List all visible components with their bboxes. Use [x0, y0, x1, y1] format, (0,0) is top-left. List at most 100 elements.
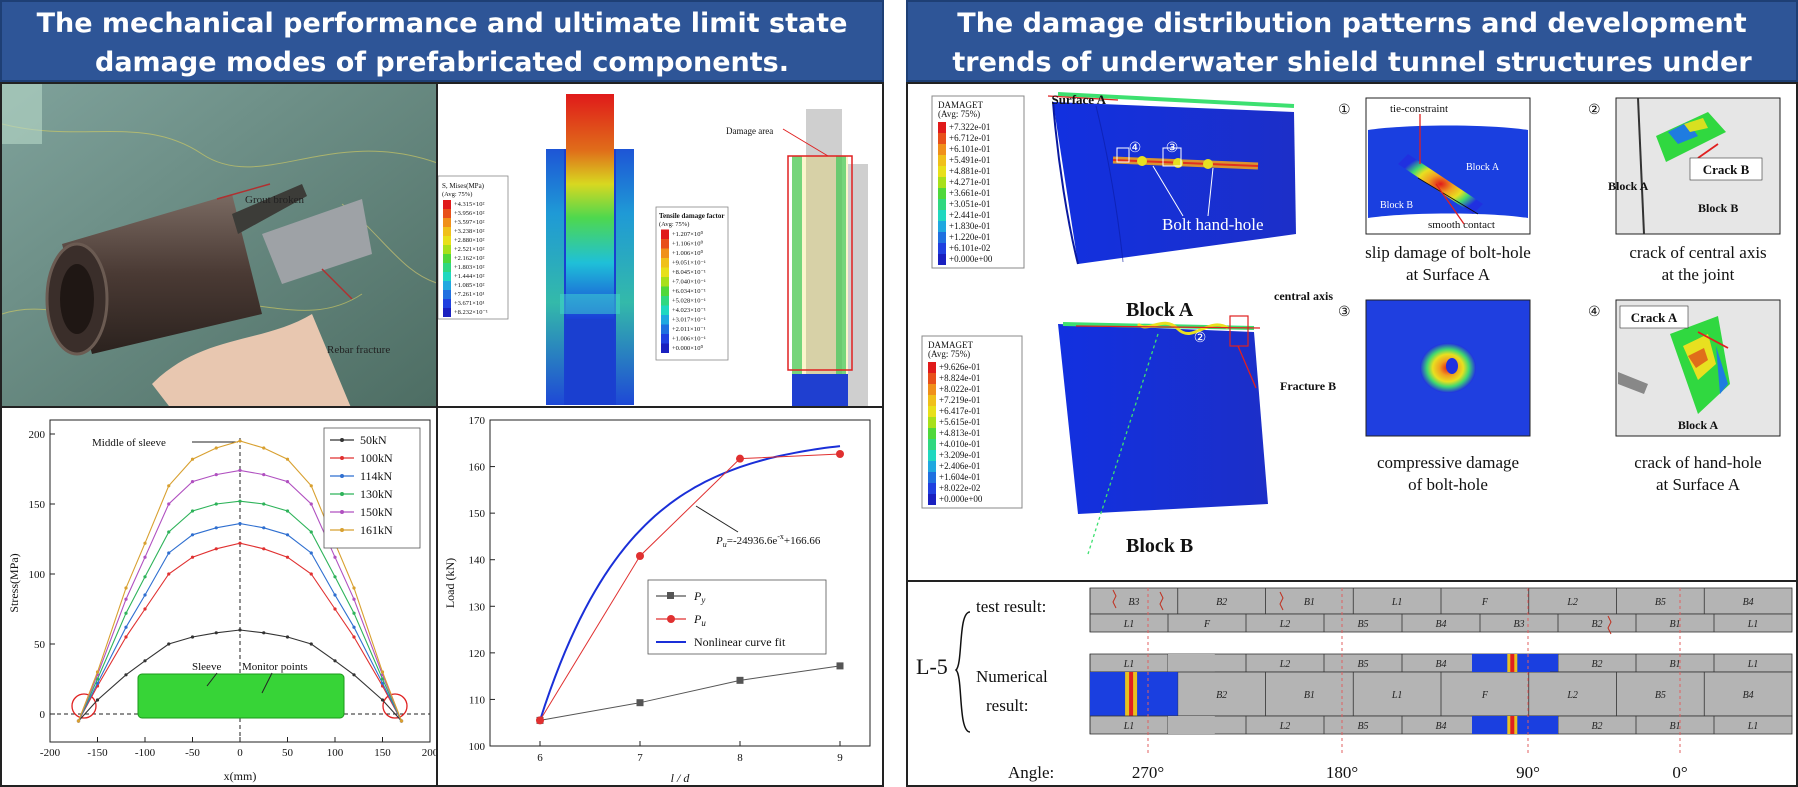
segment-label: B4	[1435, 659, 1446, 670]
load-series	[536, 445, 844, 725]
legend-swatch	[938, 243, 946, 254]
stress-point	[95, 698, 100, 702]
y-tick-label: 100	[29, 569, 46, 581]
segment-comparison-figure: L-5 test result: Numerical result: Angle…	[916, 587, 1793, 782]
y-tick-label: 0	[40, 709, 46, 721]
stress-point	[262, 526, 266, 530]
segment-label: F	[1203, 619, 1211, 630]
legend-swatch	[928, 362, 936, 373]
stress-point	[352, 611, 356, 615]
stress-point	[124, 611, 128, 615]
x-tick-label: 0	[237, 747, 243, 759]
legend-value: +8.824e-01	[939, 373, 980, 383]
segment-label: B1	[1669, 619, 1680, 630]
x-tick-label: 100	[327, 747, 344, 759]
segment-label: L1	[1123, 619, 1135, 630]
legend-value: +2.441e-01	[949, 210, 990, 220]
y-tick-label: 50	[34, 639, 46, 651]
crack-mark	[1159, 591, 1164, 611]
segment-label: L2	[1279, 619, 1291, 630]
stress-point	[309, 642, 313, 646]
stress-point	[214, 526, 218, 530]
stress-ylabel: Stress(MPa)	[7, 553, 21, 612]
detail3-number: ③	[1338, 305, 1351, 320]
stress-point	[124, 586, 128, 590]
detail1-caption-line1: slip damage of bolt-hole	[1365, 243, 1531, 262]
numerical-label-1: Numerical	[976, 667, 1048, 686]
legend-value: +1.106×10⁰	[672, 240, 703, 248]
stress-legend-frame	[323, 427, 421, 549]
y-tick-label: 110	[469, 694, 486, 706]
x-tick-label: -200	[40, 747, 61, 759]
legend-swatch	[938, 254, 946, 265]
legend-value: +7.261×10¹	[454, 291, 484, 298]
stress-point	[285, 555, 290, 559]
stress-legend-entry: 100kN	[360, 451, 393, 465]
stress-point	[333, 659, 337, 663]
circ2-on-block-b: ②	[1194, 331, 1207, 346]
segment-label: B2	[1216, 690, 1227, 701]
stress-point	[190, 635, 195, 639]
legend-swatch	[938, 232, 946, 243]
segment-label: L2	[1566, 690, 1578, 701]
tunnel-damage-figure: DAMAGET (Avg: 75%) +7.322e-01+6.712e-01+…	[921, 92, 1781, 557]
segment-label: B5	[1655, 690, 1666, 701]
rebar-fracture-label: Rebar fracture	[327, 344, 390, 356]
legend-value: +4.271e-01	[949, 177, 990, 187]
load-chart: 6 7 8 9 100 110 120 130 140 150 160 170 Pu=-24936.6…	[443, 415, 871, 785]
crack-mark	[1607, 615, 1612, 635]
legend-swatch	[928, 428, 936, 439]
detail1-block-a: Block A	[1466, 162, 1500, 173]
specimen-photo: Grout broken Rebar fracture	[2, 84, 436, 406]
legend-swatch	[938, 177, 946, 188]
stress-point	[167, 502, 171, 506]
damage-legend-b: +9.626e-01+8.824e-01+8.022e-01+7.219e-01…	[928, 362, 983, 505]
stress-legend-entry: 50kN	[360, 433, 387, 447]
middle-of-sleeve-label: Middle of sleeve	[92, 437, 166, 449]
legend-marker	[340, 528, 344, 532]
x-tick-label: -50	[185, 747, 200, 759]
y-tick-label: 160	[469, 462, 486, 474]
load-ylabel: Load (kN)	[443, 558, 457, 608]
segment-label: B4	[1743, 597, 1754, 608]
block-b-caption: Block B	[1126, 535, 1193, 557]
stress-point	[380, 670, 385, 674]
stress-point	[238, 522, 242, 526]
x-tick-label: 50	[282, 747, 294, 759]
right-header-text: The damage distribution patterns and dev…	[952, 8, 1752, 78]
y-tick-label: 170	[469, 415, 486, 427]
legend-value: +7.322e-01	[949, 122, 990, 132]
stress-point	[143, 575, 147, 579]
stress-point	[333, 593, 337, 597]
legend-value: +4.881e-01	[949, 166, 990, 176]
stress-point	[309, 502, 313, 506]
legend-value: +2.011×10⁻¹	[672, 326, 706, 333]
stress-point	[190, 457, 195, 461]
segment-label: B2	[1216, 597, 1227, 608]
legend-swatch	[443, 281, 451, 290]
load-xlabel: l / d	[671, 771, 691, 785]
legend-value: +8.022e-01	[939, 384, 980, 394]
stress-point	[143, 593, 147, 597]
legend-swatch	[443, 254, 451, 263]
legend-marker	[340, 492, 344, 496]
legend-value: +4.010e-01	[939, 439, 980, 449]
detail4-block-a: Block A	[1678, 418, 1719, 432]
legend-value: +6.101e-01	[949, 144, 990, 154]
stress-point	[309, 484, 313, 488]
segment-label: B1	[1669, 721, 1680, 732]
legend-swatch	[938, 155, 946, 166]
stress-point	[167, 572, 171, 576]
y-tick-label: 150	[469, 508, 486, 520]
crack-mark	[1112, 589, 1117, 609]
fit-curve	[539, 445, 841, 721]
crack-mark	[1279, 591, 1284, 611]
stress-point	[167, 551, 171, 555]
pu-point	[836, 449, 844, 458]
stress-point	[167, 484, 171, 488]
legend-pu: Pu	[693, 612, 706, 628]
fe-sleeve-figure: S, Mises(MPa) (Avg: 75%) +4.315×10² +3.95…	[438, 94, 868, 406]
circ4-label: ④	[1129, 141, 1142, 156]
crack-a-label: Crack A	[1631, 310, 1678, 325]
legend-swatch	[443, 209, 451, 218]
